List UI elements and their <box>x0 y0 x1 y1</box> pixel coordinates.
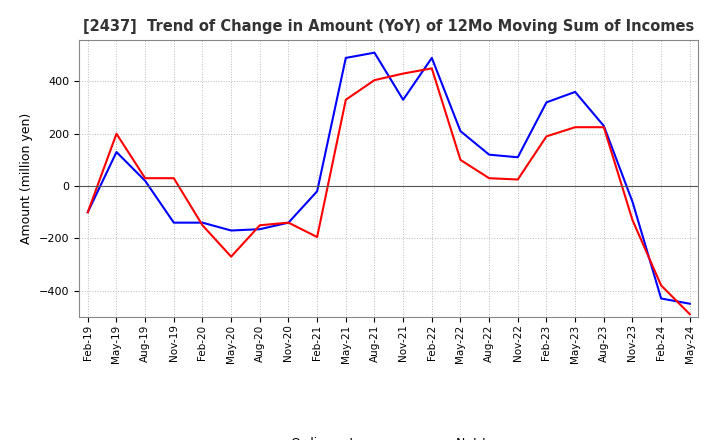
Y-axis label: Amount (million yen): Amount (million yen) <box>20 113 33 244</box>
Net Income <box>341 97 350 103</box>
Net Income <box>256 223 264 228</box>
Ordinary Income <box>657 296 665 301</box>
Net Income <box>513 177 522 182</box>
Ordinary Income <box>198 220 207 225</box>
Ordinary Income <box>112 150 121 155</box>
Legend: Ordinary Income, Net Income: Ordinary Income, Net Income <box>245 432 533 440</box>
Ordinary Income <box>428 55 436 61</box>
Net Income <box>542 134 551 139</box>
Ordinary Income <box>284 220 293 225</box>
Net Income <box>227 254 235 259</box>
Net Income <box>112 131 121 136</box>
Net Income <box>571 125 580 130</box>
Ordinary Income <box>456 128 465 134</box>
Ordinary Income <box>600 123 608 128</box>
Ordinary Income <box>84 209 92 215</box>
Net Income <box>198 223 207 228</box>
Net Income <box>399 71 408 76</box>
Line: Ordinary Income: Ordinary Income <box>88 53 690 304</box>
Ordinary Income <box>169 220 178 225</box>
Ordinary Income <box>628 199 636 204</box>
Net Income <box>141 176 150 181</box>
Ordinary Income <box>542 100 551 105</box>
Ordinary Income <box>256 227 264 232</box>
Ordinary Income <box>513 154 522 160</box>
Title: [2437]  Trend of Change in Amount (YoY) of 12Mo Moving Sum of Incomes: [2437] Trend of Change in Amount (YoY) o… <box>84 19 694 34</box>
Ordinary Income <box>685 301 694 306</box>
Net Income <box>370 77 379 83</box>
Net Income <box>456 157 465 162</box>
Net Income <box>485 176 493 181</box>
Ordinary Income <box>141 178 150 183</box>
Net Income <box>284 220 293 225</box>
Net Income <box>428 66 436 71</box>
Net Income <box>657 283 665 288</box>
Net Income <box>628 217 636 223</box>
Net Income <box>312 235 321 240</box>
Net Income <box>84 209 92 215</box>
Net Income <box>685 312 694 317</box>
Ordinary Income <box>571 89 580 95</box>
Ordinary Income <box>312 189 321 194</box>
Line: Net Income: Net Income <box>88 68 690 314</box>
Ordinary Income <box>227 228 235 233</box>
Ordinary Income <box>370 50 379 55</box>
Ordinary Income <box>341 55 350 61</box>
Net Income <box>600 125 608 130</box>
Ordinary Income <box>399 97 408 103</box>
Ordinary Income <box>485 152 493 158</box>
Net Income <box>169 176 178 181</box>
